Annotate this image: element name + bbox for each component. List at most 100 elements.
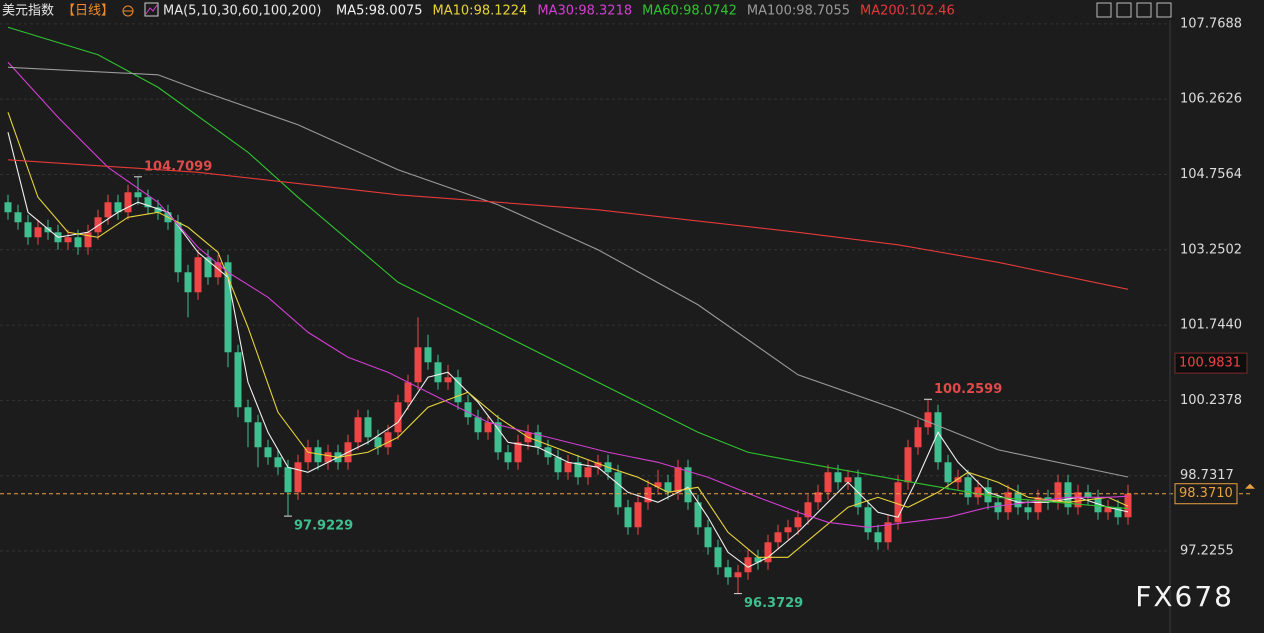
candle-body <box>484 422 492 433</box>
candle-body <box>814 492 822 503</box>
tool-button[interactable] <box>1116 2 1132 18</box>
legend-entry: MA10:98.1224 <box>433 4 528 19</box>
candle-body <box>464 402 472 418</box>
candle-body <box>394 402 402 433</box>
candle-body <box>24 222 32 238</box>
candle-body <box>1034 497 1042 513</box>
candle-body <box>674 467 682 493</box>
candle-body <box>704 527 712 548</box>
candle-body <box>974 487 982 498</box>
candle-body <box>754 557 762 563</box>
candle-body <box>884 522 892 543</box>
candle-body <box>744 557 752 573</box>
candle-body <box>514 442 522 463</box>
candle-body <box>324 452 332 463</box>
legend-entry: MA5:98.0075 <box>336 4 423 19</box>
candle-body <box>214 262 222 278</box>
candle-body <box>184 272 192 293</box>
y-tick-label: 101.7440 <box>1180 318 1242 333</box>
tool-button[interactable] <box>1156 2 1172 18</box>
candle-body <box>224 262 232 353</box>
candle-body <box>1054 482 1062 503</box>
candle-body <box>374 437 382 448</box>
candle-body <box>414 347 422 383</box>
candle-body <box>154 207 162 213</box>
candle-body <box>44 227 52 233</box>
candle-body <box>474 417 482 433</box>
extreme-label: 100.2599 <box>934 382 1002 397</box>
candle-body <box>764 542 772 563</box>
candle-body <box>294 462 302 493</box>
extreme-label: 104.7099 <box>144 159 212 174</box>
candle-body <box>234 352 242 408</box>
candle-body <box>924 412 932 428</box>
extreme-label: 96.3729 <box>744 596 803 611</box>
candle-body <box>434 362 442 383</box>
candle-body <box>774 532 782 543</box>
candle-body <box>534 432 542 448</box>
candle-body <box>1104 507 1112 513</box>
candle-body <box>444 377 452 383</box>
candle-body <box>424 347 432 363</box>
candle-body <box>404 382 412 403</box>
candle-body <box>644 487 652 503</box>
ma-line <box>7 66 1129 478</box>
ma-icon-line <box>145 4 158 15</box>
y-tick-label: 106.2626 <box>1180 92 1242 107</box>
candle-body <box>574 462 582 478</box>
candle-body <box>874 532 882 543</box>
candle-body <box>314 447 322 463</box>
candle-body <box>554 457 562 473</box>
candle-body <box>194 257 202 293</box>
candle-body <box>364 417 372 438</box>
candle-body <box>594 462 602 468</box>
candle-body <box>1114 507 1122 518</box>
candle-body <box>914 427 922 448</box>
candle-body <box>174 222 182 273</box>
candle-body <box>14 212 22 223</box>
candle-body <box>834 472 842 483</box>
candle-body <box>454 377 462 403</box>
candle-body <box>584 467 592 478</box>
candle-body <box>1014 492 1022 508</box>
ma-line <box>7 132 1129 568</box>
candle-body <box>944 462 952 483</box>
candle-body <box>794 517 802 528</box>
candle-body <box>204 257 212 278</box>
candle-body <box>564 462 572 473</box>
candle-body <box>904 447 912 483</box>
candle-body <box>894 482 902 523</box>
candle-body <box>494 422 502 453</box>
candle-body <box>134 192 142 198</box>
candle-body <box>844 477 852 483</box>
candle-body <box>1094 497 1102 513</box>
candle-body <box>254 422 262 448</box>
candle-body <box>1064 482 1072 508</box>
header: 美元指数 【日线】 MA(5,10,30,60,100,200) <box>2 2 321 19</box>
ma-icon[interactable] <box>144 2 159 17</box>
tool-button[interactable] <box>1136 2 1152 18</box>
candle-body <box>274 457 282 468</box>
candle-body <box>654 482 662 488</box>
candle-body <box>94 217 102 233</box>
candle-body <box>1024 507 1032 513</box>
candle-body <box>864 507 872 533</box>
ma-line <box>7 61 1129 528</box>
candle-body <box>1004 492 1012 513</box>
candle-body <box>504 452 512 463</box>
candle-body <box>74 237 82 248</box>
candle-body <box>984 487 992 503</box>
y-tick-label: 104.7564 <box>1180 167 1242 182</box>
candle-body <box>34 227 42 238</box>
legend-entry: MA30:98.3218 <box>537 4 632 19</box>
candle-body <box>724 567 732 578</box>
candle-body <box>994 502 1002 513</box>
period: 【日线】 <box>62 4 114 19</box>
candle-body <box>354 417 362 443</box>
tool-button[interactable] <box>1096 2 1112 18</box>
candle-body <box>304 447 312 463</box>
watermark: FX678 <box>1135 580 1234 613</box>
last-price-tag <box>1174 483 1238 505</box>
extreme-label: 97.9229 <box>294 519 353 534</box>
